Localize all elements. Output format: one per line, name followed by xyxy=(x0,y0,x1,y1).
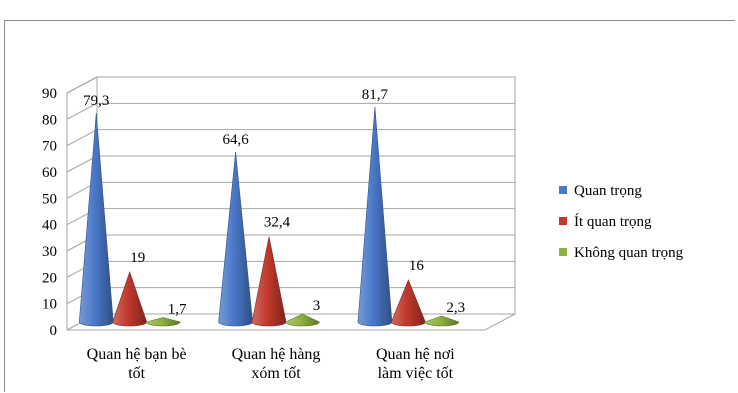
data-label: 79,3 xyxy=(83,93,109,109)
y-tick-label: 70 xyxy=(42,139,57,155)
legend-label: Không quan trọng xyxy=(574,245,684,261)
y-tick-label: 60 xyxy=(42,165,57,181)
data-label: 32,4 xyxy=(264,215,291,231)
x-category-label: Quan hệ nơi làm việc tốt xyxy=(376,346,455,382)
data-label: 81,7 xyxy=(362,87,389,103)
data-labels: 79,3 19 1,7 64,6 32,4 3 81,7 16 2,3 xyxy=(83,87,465,318)
data-label: 16 xyxy=(409,258,425,274)
gridline-side xyxy=(66,102,98,120)
cone-3-1 xyxy=(145,317,181,327)
cone-body xyxy=(285,313,320,327)
data-label: 2,3 xyxy=(446,300,465,316)
gridline-side xyxy=(66,76,98,94)
legend: Quan trọng Ít quan trọng Không quan trọng xyxy=(559,183,684,261)
data-label: 1,7 xyxy=(168,302,187,318)
x-category-line: xóm tốt xyxy=(251,365,301,382)
cone-body xyxy=(145,317,181,327)
x-category-line: Quan hệ bạn bè xyxy=(87,346,187,363)
y-tick-label: 90 xyxy=(42,86,57,102)
cone-3-3 xyxy=(424,315,460,327)
cone-series xyxy=(78,106,460,327)
x-category-line: Quan hệ hàng xyxy=(232,346,321,363)
legend-swatch xyxy=(559,217,567,225)
y-tick-label: 10 xyxy=(42,297,57,313)
gridlines xyxy=(66,76,515,305)
y-tick-label: 80 xyxy=(42,112,57,128)
y-tick-label: 50 xyxy=(42,191,57,207)
gridline-side xyxy=(66,129,98,147)
legend-label: Quan trọng xyxy=(574,183,642,199)
y-tick-label: 0 xyxy=(50,323,58,339)
y-tick-label: 20 xyxy=(42,270,57,286)
y-tick-label: 30 xyxy=(42,244,57,260)
data-label: 19 xyxy=(130,250,145,266)
legend-swatch xyxy=(559,248,567,256)
x-category-label: Quan hệ bạn bè tốt xyxy=(87,346,187,382)
x-category-line: tốt xyxy=(128,365,145,382)
legend-swatch xyxy=(559,186,567,194)
cone-body xyxy=(424,315,460,327)
y-axis-ticks: 0 10 20 30 40 50 60 70 80 90 xyxy=(42,86,57,339)
x-category-line: làm việc tốt xyxy=(378,365,454,382)
gridline-side xyxy=(66,155,98,173)
legend-label: Ít quan trọng xyxy=(574,213,652,230)
x-category-label: Quan hệ hàng xóm tốt xyxy=(232,346,321,382)
x-category-line: Quan hệ nơi xyxy=(376,346,455,363)
data-label: 64,6 xyxy=(222,132,249,148)
cone-3-2 xyxy=(285,313,320,327)
y-tick-label: 40 xyxy=(42,218,57,234)
back-wall xyxy=(96,76,516,315)
data-label: 3 xyxy=(313,298,321,314)
chart-frame xyxy=(4,20,735,392)
